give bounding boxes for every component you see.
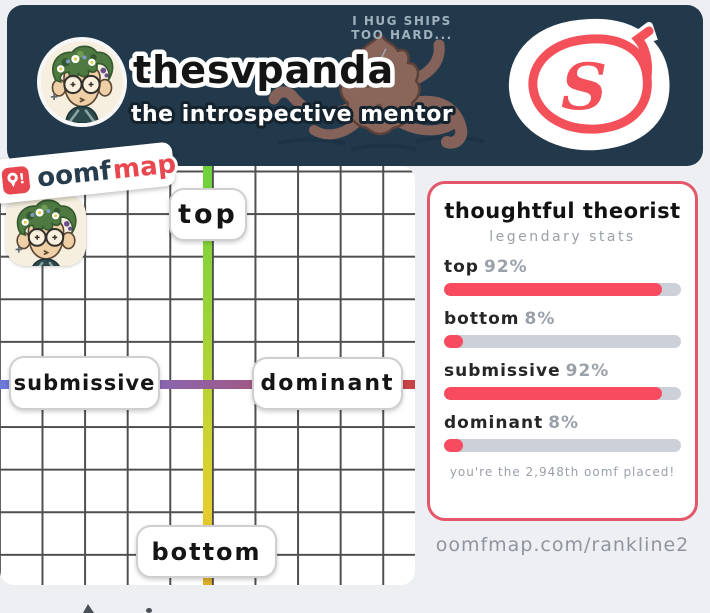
s-logo-letter: S <box>561 50 607 125</box>
stat-label: dominant <box>444 413 544 433</box>
svg-text:oomfmap: oomfmap <box>36 149 178 193</box>
axis-label-dominant: dominant <box>252 357 403 410</box>
profile-avatar <box>37 37 127 127</box>
placed-avatar-marker[interactable] <box>6 195 86 266</box>
username-text: thesvpanda <box>133 48 394 92</box>
stat-row-bottom: bottom 8% <box>444 309 681 348</box>
avatar-marker-illustration-icon <box>6 195 86 266</box>
oomfmap-wordmark: oomfmap <box>33 146 181 196</box>
wordmark-oomf: oomf <box>36 156 114 194</box>
stat-label: submissive <box>444 361 561 381</box>
stat-value: 92% <box>565 361 610 381</box>
map-pin-exclamation-icon: ! <box>1 165 31 195</box>
stat-bar-fill <box>444 387 663 400</box>
stat-label: bottom <box>444 309 520 329</box>
svg-text:!: ! <box>18 171 26 188</box>
alignment-map-panel: top submissive dominant bottom <box>0 166 415 585</box>
stats-subtitle: legendary stats <box>489 229 636 245</box>
stat-row-submissive: submissive 92% <box>444 361 681 400</box>
username-title: thesvpanda <box>129 44 398 97</box>
oomfmap-brand-badge: ! oomfmap <box>0 141 181 205</box>
archetype-title: thoughtful theorist <box>444 199 681 223</box>
axis-label-top: top <box>169 188 247 241</box>
stat-bar-fill <box>444 439 463 452</box>
octopus-illustration-icon <box>268 31 485 151</box>
stat-bar-track <box>444 283 681 296</box>
speech-line-1: I HUG SHIPS <box>352 14 452 28</box>
stat-bar-track <box>444 387 681 400</box>
stat-bar-fill <box>444 335 463 348</box>
stat-row-dominant: dominant 8% <box>444 413 681 452</box>
cutoff-doodle-fragment <box>146 608 152 613</box>
tagline-title: the introspective mentor <box>128 99 456 130</box>
stat-value: 92% <box>483 257 528 277</box>
horizontal-axis-line <box>0 380 415 389</box>
cutoff-doodle-fragment <box>83 604 94 613</box>
wordmark-map: map <box>112 149 178 185</box>
stat-bar-track <box>444 335 681 348</box>
oomf-count-caption: you're the 2,948th oomf placed! <box>449 465 676 479</box>
vertical-axis-line <box>203 166 212 585</box>
stat-bar-fill <box>444 283 663 296</box>
site-url-caption: oomfmap.com/rankline2 <box>435 534 690 556</box>
stat-value: 8% <box>524 309 556 329</box>
stat-row-top: top 92% <box>444 257 681 296</box>
axis-label-bottom: bottom <box>136 525 277 578</box>
s-scribble-logo-icon: S <box>508 18 670 151</box>
stats-card: thoughtful theorist legendary stats top 9… <box>427 181 698 521</box>
tagline-text: the introspective mentor <box>131 102 453 127</box>
profile-banner: I HUG SHIPS TOO HARD... / thesvpanda the… <box>7 5 703 166</box>
axis-label-submissive: submissive <box>9 356 160 410</box>
stat-value: 8% <box>548 413 580 433</box>
octopus-speech-text: I HUG SHIPS TOO HARD... <box>337 14 467 42</box>
speech-line-2: TOO HARD... <box>351 28 453 42</box>
stat-label: top <box>444 257 479 277</box>
avatar-illustration-icon <box>41 41 123 123</box>
stat-bar-track <box>444 439 681 452</box>
